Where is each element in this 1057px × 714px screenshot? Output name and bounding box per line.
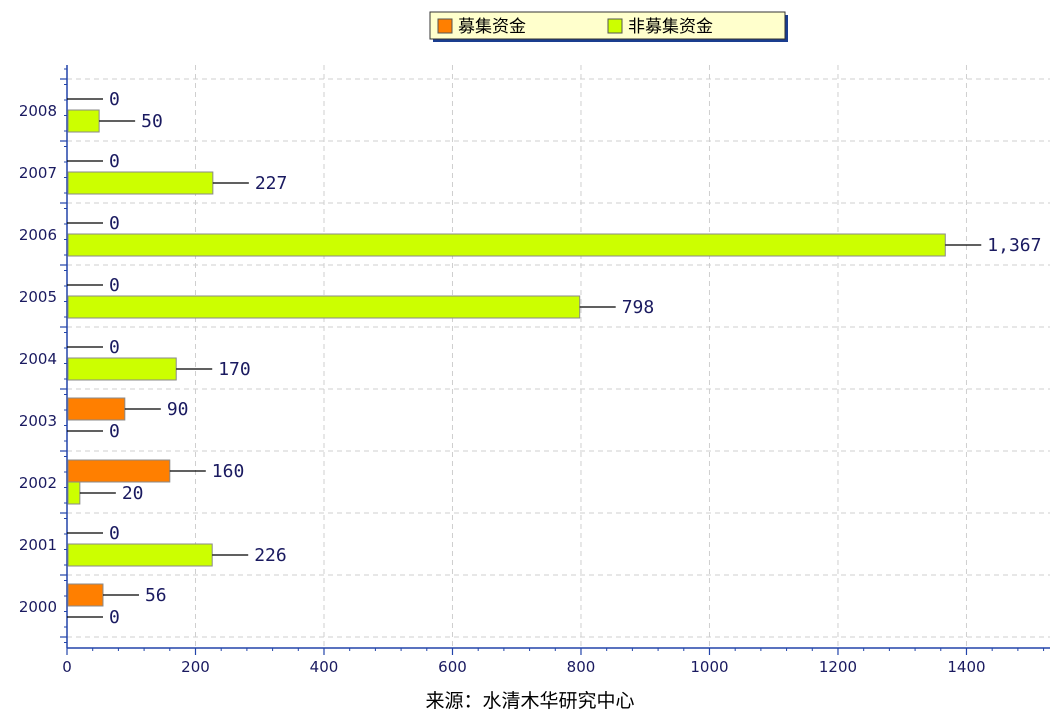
data-label: 226	[254, 545, 287, 566]
y-tick-label: 2006	[19, 226, 57, 244]
data-label: 798	[622, 297, 655, 318]
y-tick-label: 2001	[19, 536, 57, 554]
data-label: 0	[109, 213, 120, 234]
y-tick-label: 2003	[19, 412, 57, 430]
data-label: 0	[109, 337, 120, 358]
data-label: 56	[145, 585, 167, 606]
x-tick-label: 200	[181, 658, 210, 676]
bar	[68, 460, 170, 482]
y-tick-label: 2002	[19, 474, 57, 492]
data-label: 170	[218, 359, 251, 380]
data-label: 0	[109, 89, 120, 110]
bar	[68, 172, 213, 194]
x-tick-label: 1200	[819, 658, 857, 676]
y-tick-label: 2008	[19, 102, 57, 120]
x-tick-label: 800	[567, 658, 596, 676]
data-labels: 56 0 0 226 160 20 90 0 0 170 0 798 0 1,367 0 227 0 50	[67, 89, 1041, 628]
bar	[68, 584, 103, 606]
bar	[68, 398, 125, 420]
data-label: 0	[109, 151, 120, 172]
bars	[68, 110, 945, 606]
data-label: 20	[122, 483, 144, 504]
x-tick-label: 0	[62, 658, 72, 676]
data-label: 0	[109, 523, 120, 544]
x-tick-label: 400	[310, 658, 339, 676]
y-tick-label: 2007	[19, 164, 57, 182]
data-label: 160	[212, 461, 245, 482]
bar	[68, 110, 99, 132]
bar	[68, 544, 212, 566]
legend-swatch	[608, 19, 622, 33]
y-tick-label: 2005	[19, 288, 57, 306]
bar	[68, 482, 80, 504]
y-tick-label: 2000	[19, 598, 57, 616]
data-label: 50	[141, 111, 163, 132]
y-tick-label: 2004	[19, 350, 57, 368]
legend-label: 募集资金	[458, 17, 526, 37]
legend-swatch	[438, 19, 452, 33]
bar	[68, 296, 580, 318]
x-tick-label: 1400	[947, 658, 985, 676]
data-label: 0	[109, 421, 120, 442]
bar	[68, 234, 945, 256]
data-label: 0	[109, 607, 120, 628]
x-tick-label: 1000	[690, 658, 728, 676]
grid-lines	[67, 65, 1050, 648]
data-label: 227	[255, 173, 288, 194]
legend-label: 非募集资金	[628, 17, 713, 37]
x-axis-label: 来源：水清木华研究中心	[425, 690, 634, 712]
bar	[68, 358, 176, 380]
legend: 募集资金 非募集资金	[430, 12, 788, 42]
data-label: 90	[167, 399, 189, 420]
data-label: 1,367	[987, 235, 1041, 256]
x-tick-label: 600	[438, 658, 467, 676]
data-label: 0	[109, 275, 120, 296]
